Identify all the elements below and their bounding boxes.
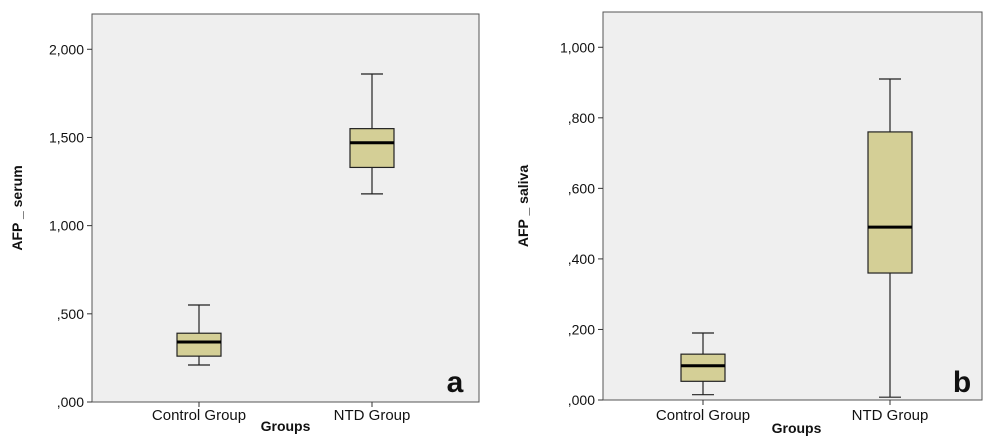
x-axis-title: Groups [772, 420, 822, 436]
panel-letter: a [447, 366, 464, 399]
iqr-box [176, 332, 222, 357]
plot-area [602, 11, 983, 401]
y-axis-title: AFP _ serum [9, 165, 25, 250]
box-1 [867, 78, 913, 398]
y-tick-label: 1,500 [49, 129, 84, 145]
y-tick-label: ,600 [568, 180, 595, 196]
y-tick-label: ,200 [568, 321, 595, 337]
x-axis-title: Groups [261, 418, 311, 434]
y-tick-label: ,400 [568, 251, 595, 267]
y-tick-label: 1,000 [560, 39, 595, 55]
panel-letter: b [953, 366, 971, 399]
plot-area [91, 13, 480, 403]
box-1 [349, 73, 395, 195]
y-tick-label: ,500 [57, 306, 84, 322]
x-tick-label: Control Group [656, 407, 750, 424]
y-tick-label: 2,000 [49, 41, 84, 57]
y-tick-label: 1,000 [49, 218, 84, 234]
panel-a: ,000 ,500 1,000 1,500 2,000 Control Group NTD … [9, 13, 480, 434]
y-axis-title: AFP _ saliva [515, 165, 531, 247]
panel-b: ,000 ,200 ,400 ,600 ,800 1,000 Control Group NT… [515, 11, 983, 436]
iqr-box [349, 128, 395, 169]
y-tick-label: ,800 [568, 110, 595, 126]
box-0 [176, 304, 222, 366]
x-tick-label: NTD Group [852, 407, 929, 424]
x-tick-label: Control Group [152, 407, 246, 424]
box-0 [680, 332, 726, 396]
iqr-box [680, 353, 726, 382]
x-tick-label: NTD Group [334, 407, 411, 424]
iqr-box [867, 131, 913, 274]
y-tick-label: ,000 [57, 394, 84, 410]
y-tick-label: ,000 [568, 392, 595, 408]
